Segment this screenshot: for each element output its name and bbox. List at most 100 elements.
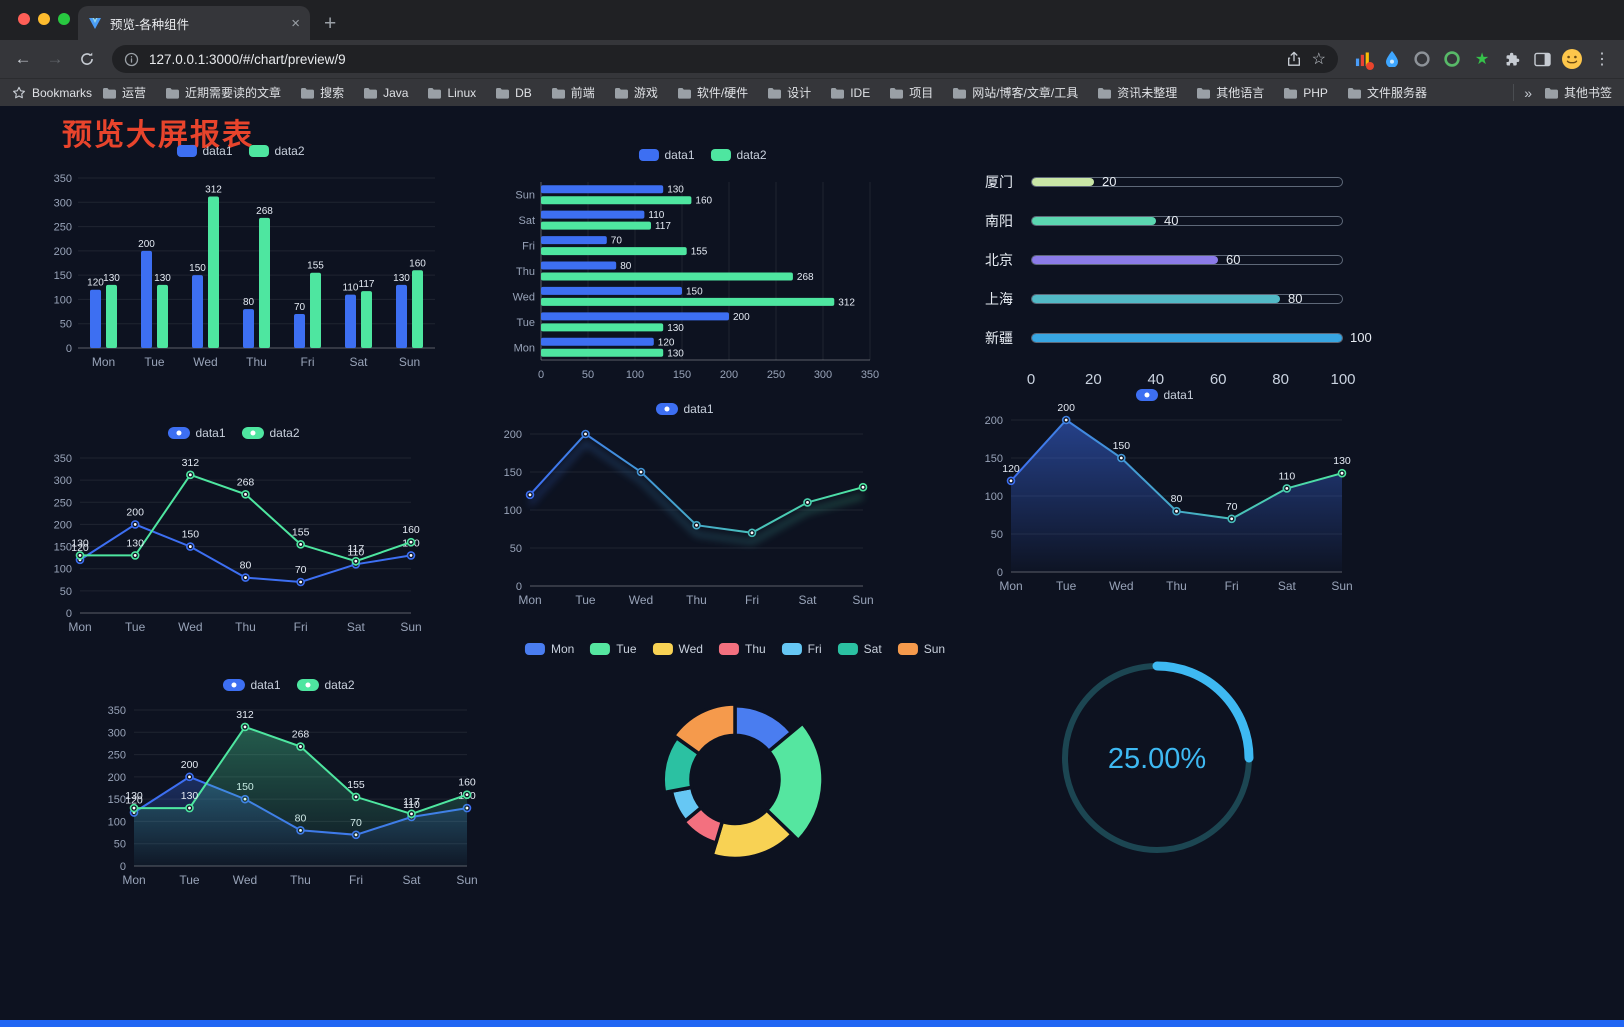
bookmark-folder[interactable]: 搜索	[300, 84, 344, 101]
svg-text:Thu: Thu	[246, 355, 267, 369]
extension-drop-icon[interactable]	[1378, 45, 1406, 73]
extension-green-star-icon[interactable]: ★	[1474, 51, 1490, 68]
side-panel-icon[interactable]	[1528, 45, 1556, 73]
bookmark-folder[interactable]: 游戏	[614, 84, 658, 101]
url-text[interactable]: 127.0.0.1:3000/#/chart/preview/9	[149, 51, 346, 67]
svg-text:Wed: Wed	[178, 620, 202, 634]
close-window-button[interactable]	[18, 13, 30, 25]
legend-item[interactable]: data1	[1135, 388, 1194, 402]
new-tab-button[interactable]: +	[324, 12, 337, 35]
bookmark-folder[interactable]: 其他语言	[1196, 84, 1264, 101]
svg-text:Tue: Tue	[144, 355, 165, 369]
bookmark-folder[interactable]: 运营	[102, 84, 146, 101]
chart-legend: data1 data2	[176, 144, 305, 158]
bookmark-label: DB	[515, 85, 532, 100]
extension-stats-icon[interactable]	[1348, 45, 1376, 73]
bookmark-folder[interactable]: Java	[363, 86, 408, 100]
profile-avatar[interactable]	[1558, 45, 1586, 73]
forward-button[interactable]: →	[46, 49, 64, 68]
back-button[interactable]: ←	[14, 49, 32, 68]
bookmarks-overflow-chevron[interactable]: »	[1524, 84, 1532, 101]
legend-label: Mon	[550, 642, 575, 656]
bookmark-folder[interactable]: 文件服务器	[1347, 84, 1427, 101]
address-bar[interactable]: 127.0.0.1:3000/#/chart/preview/9 ☆	[112, 45, 1338, 73]
extension-green-circle-icon[interactable]	[1438, 45, 1466, 73]
site-info-icon[interactable]	[124, 52, 139, 67]
legend-item[interactable]: Fri	[781, 642, 822, 656]
legend-item[interactable]: data2	[241, 426, 300, 440]
legend-item[interactable]: data1	[655, 402, 714, 416]
folder-icon	[890, 87, 904, 99]
legend-item[interactable]: Sat	[837, 642, 882, 656]
svg-text:Sat: Sat	[518, 215, 535, 227]
progress-track: 60	[1031, 252, 1343, 267]
legend-marker	[652, 643, 673, 655]
bookmark-folder[interactable]: DB	[495, 86, 532, 100]
legend-item[interactable]: data2	[296, 678, 355, 692]
bookmark-folder[interactable]: IDE	[830, 86, 870, 100]
bookmark-label: 近期需要读的文章	[185, 86, 282, 100]
reload-button[interactable]	[72, 44, 102, 74]
legend-item[interactable]: data1	[638, 148, 695, 162]
gauge-percentage-text: 25.00%	[1108, 743, 1206, 775]
axis-tick: 80	[1272, 371, 1289, 388]
legend-item[interactable]: data2	[248, 144, 305, 158]
svg-text:Wed: Wed	[233, 873, 257, 887]
legend-marker	[296, 679, 319, 691]
legend-item[interactable]: data1	[222, 678, 281, 692]
bookmark-folder[interactable]: PHP	[1283, 86, 1328, 100]
legend-label: Wed	[678, 642, 703, 656]
legend-marker	[241, 427, 264, 439]
legend-item[interactable]: Wed	[652, 642, 703, 656]
legend-item[interactable]: data1	[176, 144, 233, 158]
bookmarks-manager[interactable]: Bookmarks	[12, 86, 92, 100]
legend-marker	[837, 643, 858, 655]
svg-text:Sat: Sat	[349, 355, 368, 369]
svg-text:117: 117	[403, 796, 420, 808]
svg-text:Sun: Sun	[456, 873, 477, 887]
share-icon[interactable]	[1286, 51, 1302, 67]
folder-icon	[1284, 87, 1298, 99]
svg-text:130: 130	[154, 273, 171, 284]
legend-item[interactable]: data1	[167, 426, 226, 440]
bookmarks-bar: Bookmarks 运营 近期需要读的文章 搜索 Java Linux DB 前端 游戏 软件/…	[0, 78, 1624, 106]
browser-tab[interactable]: 预览-各种组件 ×	[78, 6, 310, 40]
chart-legend: data1 data2	[638, 148, 767, 162]
svg-text:130: 130	[125, 790, 143, 802]
tab-close-icon[interactable]: ×	[291, 14, 300, 32]
extensions-puzzle-icon[interactable]	[1498, 45, 1526, 73]
legend-item[interactable]: Mon	[524, 642, 575, 656]
legend-item[interactable]: Sun	[897, 642, 945, 656]
legend-marker	[590, 643, 611, 655]
svg-text:200: 200	[181, 759, 199, 771]
minimize-window-button[interactable]	[38, 13, 50, 25]
svg-text:Mon: Mon	[518, 593, 541, 607]
bookmark-folder[interactable]: 设计	[767, 84, 811, 101]
bookmark-folder[interactable]: 前端	[551, 84, 595, 101]
legend-item[interactable]: data2	[710, 148, 767, 162]
svg-text:Sat: Sat	[798, 593, 817, 607]
fullscreen-window-button[interactable]	[58, 13, 70, 25]
chart-canvas: 0 50 100 150 200 250 300 350 Mon Tue Wed Thu Fri Sat S…	[54, 173, 435, 369]
bookmark-folder[interactable]: 资讯未整理	[1097, 84, 1177, 101]
bookmark-folder[interactable]: Linux	[427, 86, 476, 100]
extension-gray-circle-icon[interactable]	[1408, 45, 1436, 73]
legend-item[interactable]: Tue	[590, 642, 637, 656]
bookmark-label: PHP	[1303, 85, 1328, 100]
browser-menu-icon[interactable]: ⋮	[1594, 51, 1610, 68]
progress-axis: 0 20 40 60 80 100	[1027, 371, 1356, 395]
bookmark-folder[interactable]: 软件/硬件	[677, 84, 748, 101]
bookmark-folder[interactable]: 网站/博客/文章/工具	[952, 84, 1078, 101]
bookmark-folder[interactable]: 近期需要读的文章	[165, 84, 281, 101]
svg-text:150: 150	[1113, 440, 1131, 452]
svg-text:Mon: Mon	[122, 873, 145, 887]
svg-text:100: 100	[54, 564, 72, 576]
chart-legend: data1 data2	[222, 678, 355, 692]
bookmark-star-icon[interactable]: ☆	[1311, 51, 1326, 68]
bookmark-folder[interactable]: 项目	[889, 84, 933, 101]
other-bookmarks[interactable]: 其他书签	[1544, 84, 1612, 101]
svg-text:70: 70	[294, 302, 306, 313]
svg-text:250: 250	[108, 750, 126, 762]
legend-item[interactable]: Thu	[718, 642, 766, 656]
